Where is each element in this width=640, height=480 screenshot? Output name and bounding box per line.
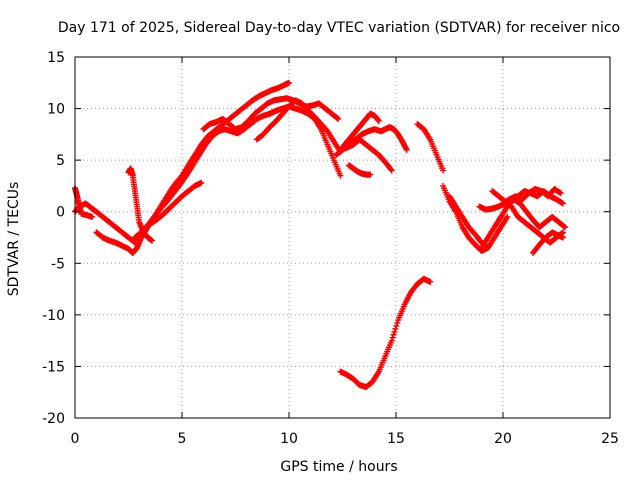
- data-point: [559, 234, 566, 241]
- series-track-9: [333, 124, 410, 158]
- series-track-12: [345, 162, 374, 178]
- data-point: [557, 190, 564, 197]
- data-point: [504, 213, 511, 220]
- data-point: [394, 319, 401, 326]
- x-tick-label: 20: [494, 431, 512, 447]
- x-tick-label: 0: [71, 431, 80, 447]
- y-tick-label: 15: [47, 50, 65, 66]
- y-tick-label: 5: [56, 153, 65, 169]
- data-point: [559, 200, 566, 207]
- grid: [75, 57, 610, 418]
- x-tick-label: 15: [387, 431, 405, 447]
- x-axis-label: GPS time / hours: [280, 459, 397, 475]
- data-point: [561, 223, 568, 230]
- y-tick-label: -15: [42, 359, 65, 375]
- data-point: [485, 244, 492, 251]
- x-tick-label: 10: [280, 431, 298, 447]
- data-point: [392, 325, 399, 332]
- data-point: [484, 244, 491, 251]
- data-point: [334, 115, 341, 122]
- data-point: [440, 167, 447, 174]
- axis-ticks: 0 5 10 15 20 25 -20 -15 -10 -5 0 5 10 15: [42, 50, 619, 447]
- data-point: [403, 146, 410, 153]
- y-tick-label: -20: [42, 411, 65, 427]
- data-point: [367, 171, 374, 178]
- data-point: [562, 224, 569, 231]
- x-tick-label: 25: [601, 431, 619, 447]
- data-point: [198, 179, 205, 186]
- data-point: [391, 328, 398, 335]
- y-tick-label: 0: [56, 205, 65, 221]
- data-point: [393, 322, 400, 329]
- series-track-21: [529, 229, 566, 256]
- series-track-14: [414, 121, 447, 174]
- y-tick-label: -10: [42, 308, 65, 324]
- plot-frame: [74, 56, 611, 419]
- series-track-2: [72, 184, 96, 220]
- data-point: [89, 213, 96, 220]
- series-track-13: [337, 275, 434, 391]
- data-point: [427, 278, 434, 285]
- x-tick-label: 5: [178, 431, 187, 447]
- data-point: [149, 237, 156, 244]
- data-point: [286, 79, 292, 86]
- series-track-6: [146, 179, 205, 228]
- series-track-11: [337, 136, 395, 174]
- chart-title: Day 171 of 2025, Sidereal Day-to-day VTE…: [58, 20, 620, 36]
- y-axis-label: SDTVAR / TECUs: [6, 182, 22, 297]
- data-point: [388, 167, 395, 174]
- data-point: [337, 172, 344, 179]
- y-tick-label: 10: [47, 102, 65, 118]
- data-point: [375, 117, 382, 124]
- data-point: [389, 334, 396, 341]
- series-track-4: [125, 165, 156, 244]
- series-track-20: [500, 186, 564, 207]
- series-track-16: [446, 193, 492, 251]
- y-tick-label: -5: [51, 256, 65, 272]
- data-point: [388, 337, 395, 344]
- data-point: [335, 115, 342, 122]
- data-points: [72, 79, 569, 391]
- data-point: [390, 331, 397, 338]
- data-point: [387, 166, 394, 173]
